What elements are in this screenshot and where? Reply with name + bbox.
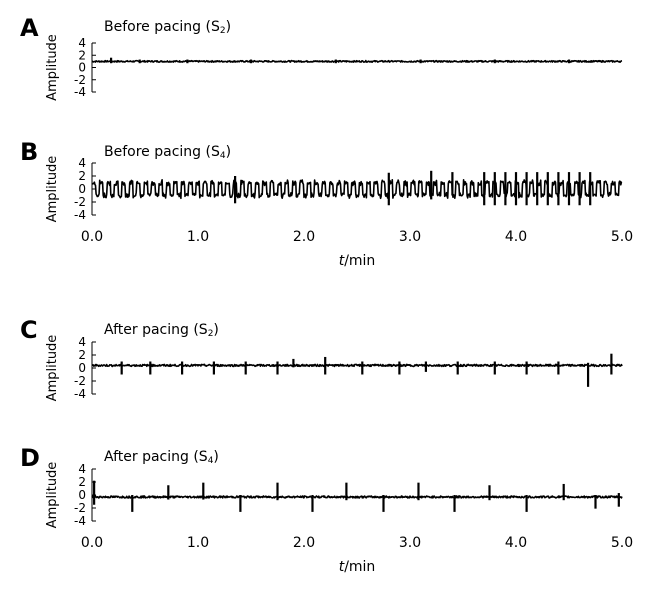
y-tick-label: 0 [78,182,86,196]
panel-title: After pacing (S4) [104,449,219,466]
panel-title-text: Before pacing (S [104,19,220,35]
panel-title-text: After pacing (S [104,322,208,338]
y-tick-label: -2 [74,374,86,388]
y-tick-label: 2 [78,475,86,489]
panel-title: Before pacing (S4) [104,144,231,161]
y-tick-label: -4 [74,85,86,99]
signal-trace [91,179,623,200]
y-tick-label: 2 [78,169,86,183]
x-tick-label: 1.0 [187,229,209,245]
x-tick-label: 3.0 [399,229,421,245]
y-tick-label: 2 [78,348,86,362]
panel-label: B [20,138,38,166]
panel-title-subscript: 4 [220,151,226,161]
y-tick-label: -2 [74,195,86,209]
y-axis-label: Amplitude [45,156,60,223]
panel-label: D [20,444,40,472]
x-tick-label: 2.0 [293,535,315,551]
x-tick-label: 5.0 [611,535,633,551]
panel-title-end: ) [213,449,218,465]
signal-trace [91,363,623,368]
y-tick-label: 0 [78,488,86,502]
x-axis-label-unit: /min [344,559,375,575]
panel-title-subscript: 2 [220,26,226,36]
y-axis-label: Amplitude [45,462,60,529]
panel-title-end: ) [226,19,231,35]
x-axis-label-unit: /min [344,253,375,269]
x-tick-label: 0.0 [81,229,103,245]
y-tick-label: -4 [74,514,86,528]
y-tick-label: 0 [78,61,86,75]
panel-title-subscript: 2 [208,329,214,339]
signal-trace [91,495,623,499]
y-tick-label: 4 [78,462,86,476]
y-tick-label: 0 [78,361,86,375]
y-axis-label: Amplitude [45,335,60,402]
panel-title-end: ) [226,144,231,160]
x-axis-label: t/min [339,253,376,269]
x-tick-label: 1.0 [187,535,209,551]
x-tick-label: 5.0 [611,229,633,245]
x-axis-label-variable: t [339,559,345,575]
signal-trace [91,59,623,63]
y-tick-label: 4 [78,335,86,349]
x-tick-label: 3.0 [399,535,421,551]
y-axis-label: Amplitude [45,34,60,101]
panel-label: A [20,14,39,42]
y-tick-label: 2 [78,48,86,62]
y-tick-label: -4 [74,208,86,222]
panel-title-text: After pacing (S [104,449,208,465]
panel-title-subscript: 4 [208,456,214,466]
panel-title: After pacing (S2) [104,322,219,339]
panel-title-text: Before pacing (S [104,144,220,160]
y-tick-label: -2 [74,501,86,515]
x-axis-label-variable: t [339,253,345,269]
y-tick-label: 4 [78,36,86,50]
panel-title: Before pacing (S2) [104,19,231,36]
y-tick-label: -4 [74,387,86,401]
x-tick-label: 0.0 [81,535,103,551]
x-tick-label: 4.0 [505,229,527,245]
y-tick-label: -2 [74,73,86,87]
x-axis-label: t/min [339,559,376,575]
y-tick-label: 4 [78,156,86,170]
panel-title-end: ) [213,322,218,338]
x-tick-label: 4.0 [505,535,527,551]
panel-label: C [20,316,38,344]
x-tick-label: 2.0 [293,229,315,245]
